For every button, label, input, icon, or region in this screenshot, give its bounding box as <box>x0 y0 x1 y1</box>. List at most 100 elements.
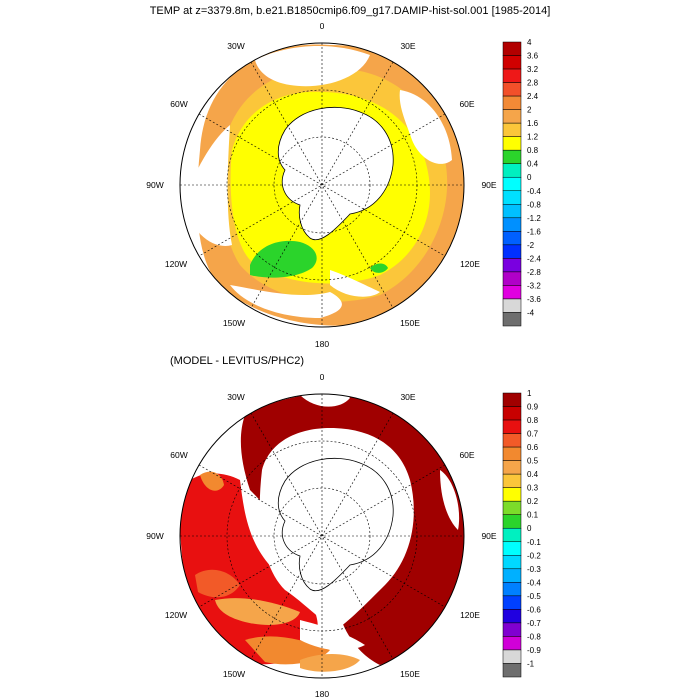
colorbar-swatch <box>502 649 522 664</box>
colorbar-label: 1.2 <box>527 133 539 142</box>
lon-label: 180 <box>315 339 329 349</box>
colorbar-swatch <box>502 312 522 327</box>
colorbar-label: 0.9 <box>527 403 539 412</box>
colorbar-label: 1 <box>527 389 532 398</box>
colorbar-label: 0.8 <box>527 416 539 425</box>
lon-label: 90W <box>146 531 163 541</box>
colorbar-swatch <box>502 258 522 273</box>
colorbar-label: -2 <box>527 241 535 250</box>
colorbar-swatch <box>502 41 522 56</box>
lon-label: 120W <box>165 259 187 269</box>
colorbar-label: -0.4 <box>527 578 541 587</box>
lon-label: 30W <box>227 392 244 402</box>
colorbar-swatch <box>502 622 522 637</box>
colorbar-label: -0.5 <box>527 592 541 601</box>
colorbar-swatch <box>502 271 522 286</box>
colorbar-swatch <box>502 636 522 651</box>
colorbar-label: -0.8 <box>527 200 541 209</box>
colorbar-label: -1 <box>527 659 535 668</box>
lon-label: 60E <box>459 99 474 109</box>
colorbar-label: -2.4 <box>527 254 541 263</box>
colorbar-swatch <box>502 298 522 313</box>
map-boundary <box>179 42 465 328</box>
lon-label: 120E <box>460 610 480 620</box>
lon-label: 150E <box>400 318 420 328</box>
colorbar-label: 2.8 <box>527 79 539 88</box>
colorbar-label: -0.4 <box>527 187 541 196</box>
panel-2-title: (MODEL - LEVITUS/PHC2) <box>170 355 304 367</box>
colorbar-swatch <box>502 163 522 178</box>
colorbar-swatch <box>502 487 522 502</box>
longitude-labels: 0 30E 60E 90E 120E 150E 180 150W 120W 90… <box>146 21 497 349</box>
colorbar-label: -0.1 <box>527 538 541 547</box>
lon-label: 120E <box>460 259 480 269</box>
colorbar-swatch <box>502 541 522 556</box>
meridian-lines <box>180 394 464 678</box>
lon-label: 30E <box>400 41 415 51</box>
colorbar-swatch <box>502 217 522 232</box>
colorbar-swatch <box>502 514 522 529</box>
colorbar-label: 0 <box>527 524 532 533</box>
meridian-lines <box>180 43 464 327</box>
colorbar-swatch <box>502 473 522 488</box>
lon-label: 0 <box>320 372 325 382</box>
colorbar-swatch <box>502 663 522 678</box>
colorbar-label: 0.7 <box>527 430 539 439</box>
colorbar-2: 1 0.9 0.8 0.7 0.6 0.5 0.4 0.3 0.2 0.1 0 -0.1 -0.2 -0.… <box>502 389 541 678</box>
colorbar-label: 0.3 <box>527 484 539 493</box>
lon-label: 30W <box>227 41 244 51</box>
colorbar-label: 0.5 <box>527 457 539 466</box>
colorbar-swatch <box>502 406 522 421</box>
colorbar-swatch <box>502 595 522 610</box>
colorbar-swatch <box>502 136 522 151</box>
colorbar-label: 1.6 <box>527 119 539 128</box>
colorbar-label: 0.6 <box>527 443 539 452</box>
colorbar-swatch <box>502 231 522 246</box>
colorbar-swatch <box>502 500 522 515</box>
temperature-field <box>180 43 464 327</box>
colorbar-swatch <box>502 568 522 583</box>
colorbar-swatch <box>502 392 522 407</box>
colorbar-label: -0.6 <box>527 605 541 614</box>
lon-label: 180 <box>315 689 329 699</box>
colorbar-label: -0.2 <box>527 551 541 560</box>
lon-label: 150W <box>223 318 245 328</box>
colorbar-swatch <box>502 527 522 543</box>
colorbar-swatch <box>502 109 522 124</box>
colorbar-label: -4 <box>527 308 535 317</box>
colorbar-swatch <box>502 446 522 461</box>
map-panel-2: 0 30E 60E 90E 120E 150E 180 150W 120W 90… <box>146 372 541 699</box>
colorbar-swatch <box>502 82 522 97</box>
colorbar-label: 0.1 <box>527 511 539 520</box>
colorbar-swatch <box>502 204 522 219</box>
colorbar-swatch <box>502 460 522 475</box>
colorbar-label: -3.2 <box>527 281 541 290</box>
colorbar-label: 2 <box>527 106 532 115</box>
colorbar-label: 0.4 <box>527 470 539 479</box>
lon-label: 60W <box>170 99 187 109</box>
colorbar-label: -0.3 <box>527 565 541 574</box>
lon-label: 60E <box>459 450 474 460</box>
colorbar-swatch <box>502 176 522 192</box>
lon-label: 90E <box>481 180 496 190</box>
colorbar-swatch <box>502 582 522 597</box>
colorbar-label: 3.6 <box>527 52 539 61</box>
colorbar-label: 2.4 <box>527 92 539 101</box>
colorbar-swatch <box>502 419 522 434</box>
lon-label: 120W <box>165 610 187 620</box>
colorbar-label: -2.8 <box>527 268 541 277</box>
colorbar-swatch <box>502 95 522 110</box>
lon-label: 30E <box>400 392 415 402</box>
figure-title: TEMP at z=3379.8m, b.e21.B1850cmip6.f09_… <box>150 5 551 17</box>
colorbar-swatch <box>502 149 522 164</box>
colorbar-swatch <box>502 68 522 83</box>
lon-label: 150E <box>400 669 420 679</box>
colorbar-label: -0.9 <box>527 646 541 655</box>
lon-label: 0 <box>320 21 325 31</box>
colorbar-swatch <box>502 55 522 70</box>
colorbar-label: -1.6 <box>527 227 541 236</box>
longitude-labels: 0 30E 60E 90E 120E 150E 180 150W 120W 90… <box>146 372 497 699</box>
colorbar-label: -3.6 <box>527 295 541 304</box>
colorbar-1: 4 3.6 3.2 2.8 2.4 2 1.6 1.2 0.8 0.4 0 -0.4 -0.8 -1.2 -… <box>502 38 541 327</box>
